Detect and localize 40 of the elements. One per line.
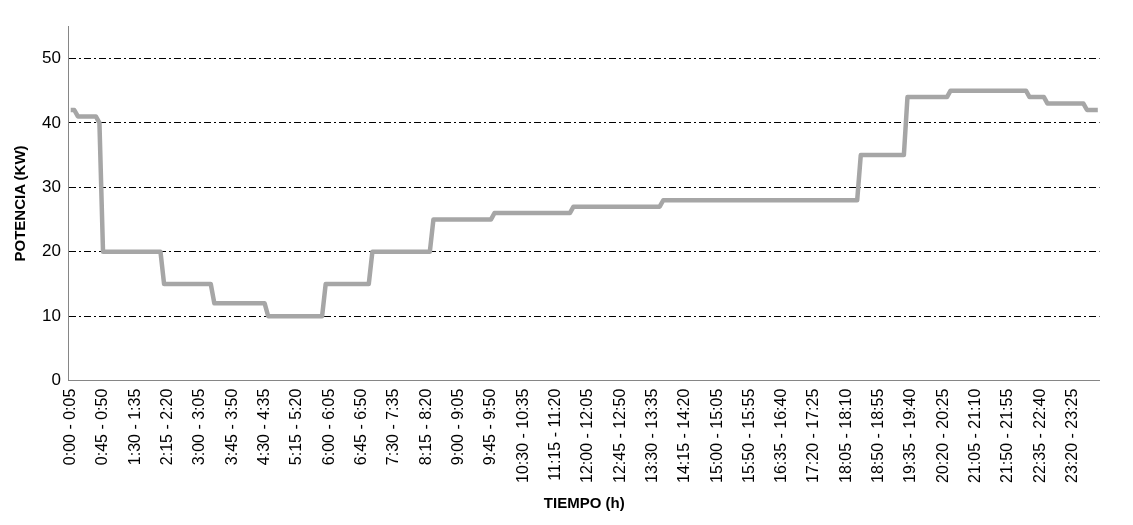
x-tick-label: 9:00 - 9:05 [448,388,466,466]
y-axis-title: POTENCIA (KW) [11,145,29,262]
x-tick-label: 13:30 - 13:35 [642,388,660,483]
x-tick-label: 17:20 - 17:25 [804,388,822,483]
y-tick-label: 0 [51,370,61,390]
x-tick-label: 2:15 - 2:20 [158,388,176,466]
x-tick-label: 6:00 - 6:05 [319,388,337,466]
x-tick-label: 6:45 - 6:50 [352,388,369,466]
x-tick-label: 7:30 - 7:35 [384,388,402,466]
x-tick-label: 15:00 - 15:05 [707,388,725,483]
x-tick-label: 0:00 - 0:05 [61,388,79,466]
x-tick-label: 22:35 - 22:40 [1030,388,1048,483]
x-tick-label: 21:05 - 21:10 [966,388,984,483]
x-tick-label: 8:15 - 8:20 [416,388,434,466]
x-tick-label: 9:45 - 9:50 [481,388,499,466]
x-tick-label: 5:15 - 5:20 [287,388,305,466]
x-tick-label: 20:20 - 20:25 [933,388,951,483]
x-tick-label: 0:45 - 0:50 [93,388,111,466]
y-tick-label: 20 [41,241,61,261]
y-tick-label: 10 [41,305,61,325]
y-tick-label: 40 [41,112,61,132]
x-tick-label: 3:45 - 3:50 [222,388,240,466]
x-tick-label: 11:15 - 11:20 [545,388,563,481]
x-tick-label: 12:45 - 12:50 [610,388,628,483]
x-tick-label: 18:05 - 18:10 [836,388,854,483]
x-tick-label: 16:35 - 16:40 [772,388,790,483]
y-tick-label: 50 [41,48,61,68]
x-tick-label: 4:30 - 4:35 [255,388,273,466]
x-tick-label: 21:50 - 21:55 [998,388,1016,483]
x-axis-title: TIEMPO (h) [543,494,625,512]
x-tick-label: 12:00 - 12:05 [578,388,596,483]
x-tick-label: 18:50 - 18:55 [869,388,887,483]
y-tick-label: 30 [41,177,61,197]
x-tick-label: 3:00 - 3:05 [190,388,208,466]
x-tick-label: 15:50 - 15:55 [739,388,757,483]
x-tick-label: 1:30 - 1:35 [125,388,143,466]
x-tick-label: 19:35 - 19:40 [901,388,919,483]
x-tick-label: 10:30 - 10:35 [513,388,531,483]
x-tick-label: 14:15 - 14:20 [675,388,693,483]
x-tick-label: 23:20 - 23:25 [1063,388,1081,483]
